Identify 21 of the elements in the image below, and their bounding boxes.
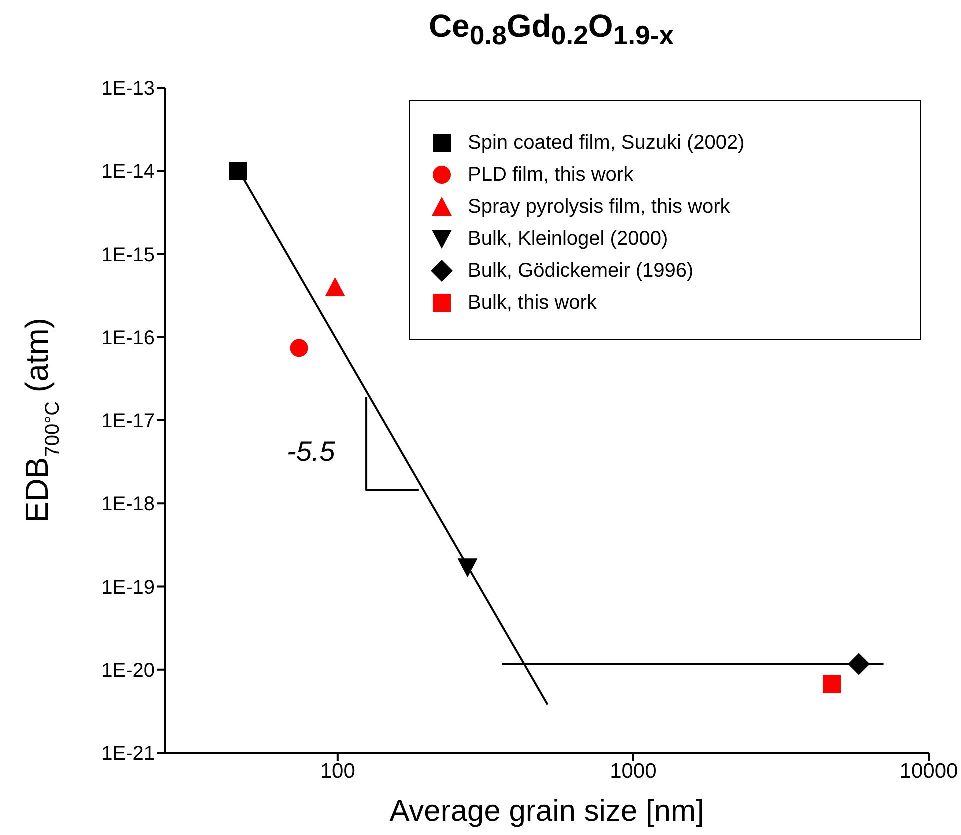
- y-tick-label: 1E-21: [102, 743, 155, 766]
- x-tick-label: 10000: [900, 760, 958, 783]
- chart-title: Ce$_{0.8}$Gd$_{0.2}$O$_{1.9-x}$: [428, 8, 676, 52]
- legend-label: Bulk, Kleinlogel (2000): [468, 228, 668, 250]
- legend-label: PLD film, this work: [468, 164, 634, 186]
- annotation: -5.5: [287, 436, 336, 468]
- x-tick-label: 1000: [610, 760, 657, 783]
- y-tick-label: 1E-16: [102, 327, 155, 350]
- y-tick-label: 1E-17: [102, 410, 155, 433]
- y-tick-label: 1E-14: [102, 161, 155, 184]
- legend-label: Bulk, Gödickemeir (1996): [468, 260, 694, 282]
- y-tick-label: 1E-20: [102, 660, 155, 682]
- legend-label: Spray pyrolysis film, this work: [468, 196, 730, 218]
- y-tick-label: 1E-13: [102, 78, 155, 100]
- legend-label: Bulk, this work: [468, 292, 597, 314]
- x-axis-title: Average grain size [nm]: [390, 795, 704, 828]
- y-tick-label: 1E-18: [102, 494, 155, 516]
- legend-label: Spin coated film, Suzuki (2002): [468, 132, 745, 154]
- y-tick-label: 1E-15: [102, 244, 155, 266]
- x-tick-label: 100: [320, 760, 356, 783]
- y-tick-label: 1E-19: [102, 576, 155, 599]
